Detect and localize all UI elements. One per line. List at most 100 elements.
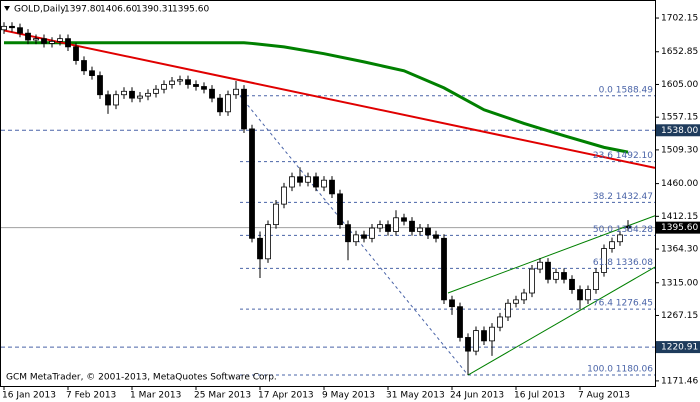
candle-body [121, 90, 127, 96]
candle-body [185, 79, 191, 85]
candle-body [193, 84, 199, 87]
candle-body [521, 292, 527, 301]
candle-body [425, 227, 431, 236]
x-tick-label: 17 Apr 2013 [258, 391, 314, 401]
candle-body [17, 27, 23, 34]
candle-body [297, 176, 303, 183]
close-label: 1395.60 [172, 5, 209, 15]
candle-body [313, 176, 319, 188]
footer: GCM MetaTrader, © 2001-2013, MetaQuotes … [6, 373, 277, 383]
candle-body [617, 234, 623, 243]
candle-body [529, 268, 535, 294]
candle-body [433, 234, 439, 239]
y-tick-label: 1652.85 [661, 47, 698, 57]
current-price-box [656, 221, 700, 234]
x-tick-label: 1 Mar 2013 [130, 391, 181, 401]
candle-body [561, 272, 567, 280]
x-tick-label: 16 Jul 2013 [514, 391, 565, 401]
candle-body [409, 220, 415, 232]
candle-body [369, 227, 375, 239]
candle-body [73, 46, 79, 61]
plot-frame [0, 0, 656, 387]
y-tick-label: 1509.30 [661, 145, 698, 155]
candle-body [401, 217, 407, 222]
open-label: 1397.80 [64, 5, 101, 15]
candle-body [225, 94, 231, 113]
candle-body [201, 86, 207, 90]
candle-body [81, 60, 87, 72]
indicator-line [4, 41, 629, 154]
candle-body [353, 234, 359, 243]
current-price-label: 1395.60 [661, 223, 698, 233]
candle-body [33, 38, 39, 41]
candle-body [449, 299, 455, 308]
candle-body [441, 237, 447, 301]
candle-body [41, 38, 47, 44]
candle-body [593, 272, 599, 290]
candle-body [489, 326, 495, 342]
candle-body [569, 278, 575, 290]
indicator-line [447, 215, 656, 294]
candle-body [385, 224, 391, 232]
candle-body [49, 40, 55, 44]
fibo-label: 38.2 1432.47 [593, 192, 653, 202]
fibo-label: 100.0 1180.06 [587, 365, 653, 375]
indicator-line [3, 29, 656, 169]
fibo-label: 61.8 1336.08 [593, 258, 653, 268]
x-tick-label: 7 Feb 2013 [66, 391, 116, 401]
candle-body [505, 302, 511, 318]
candle-body [161, 84, 167, 90]
candle-body [553, 272, 559, 280]
candle-body [217, 97, 223, 113]
candle-body [105, 94, 111, 106]
chart-title: GOLD,Daily [14, 5, 66, 15]
candle-body [329, 179, 335, 195]
candle-body [361, 234, 367, 239]
x-tick-label: 9 May 2013 [322, 391, 375, 401]
y-tick-label: 1412.15 [661, 212, 698, 222]
candle-body [289, 176, 295, 188]
y-tick-label: 1460.00 [661, 179, 698, 189]
candle-body [473, 330, 479, 352]
x-tick-label: 7 Aug 2013 [578, 391, 630, 401]
y-tick-label: 1267.15 [661, 311, 698, 321]
candle-body [137, 95, 143, 99]
price-level-box [656, 341, 700, 354]
candle-body [481, 330, 487, 342]
menu-triangle [4, 6, 10, 11]
x-tick-label: 24 Jun 2013 [450, 391, 504, 401]
candle-body [601, 248, 607, 273]
fibo-label: 76.4 1276.45 [593, 299, 653, 309]
price-level-label: 1538.00 [661, 126, 698, 136]
fibo-label: 50.0 1384.28 [593, 225, 653, 235]
y-tick-label: 1364.30 [661, 245, 698, 255]
low-label: 1390.31 [136, 5, 173, 15]
y-tick-label: 1557.15 [661, 113, 698, 123]
y-tick-label: 1315.00 [661, 278, 698, 288]
y-tick-label: 1171.46 [661, 376, 698, 386]
candle-body [153, 88, 159, 94]
candle-body [465, 337, 471, 352]
x-tick-label: 16 Jan 2013 [2, 391, 56, 401]
candle-body [305, 176, 311, 183]
candle-body [233, 88, 239, 96]
candle-body [417, 227, 423, 232]
candle-body [177, 79, 183, 82]
candle-body [545, 261, 551, 280]
candle-body [209, 88, 215, 99]
candle-body [113, 94, 119, 106]
candle-body [457, 306, 463, 338]
candle-body [265, 224, 271, 260]
candle-body [393, 217, 399, 232]
candle-body [273, 203, 279, 226]
candle-body [145, 92, 151, 97]
candle-body [497, 316, 503, 328]
fibo-label: 0.0 1588.49 [599, 85, 654, 95]
price-level-label: 1220.91 [661, 343, 698, 353]
candle-body [257, 237, 263, 260]
candle-body [321, 179, 327, 188]
x-tick-label: 31 May 2013 [386, 391, 445, 401]
candle-body [281, 186, 287, 205]
candle-body [337, 193, 343, 226]
